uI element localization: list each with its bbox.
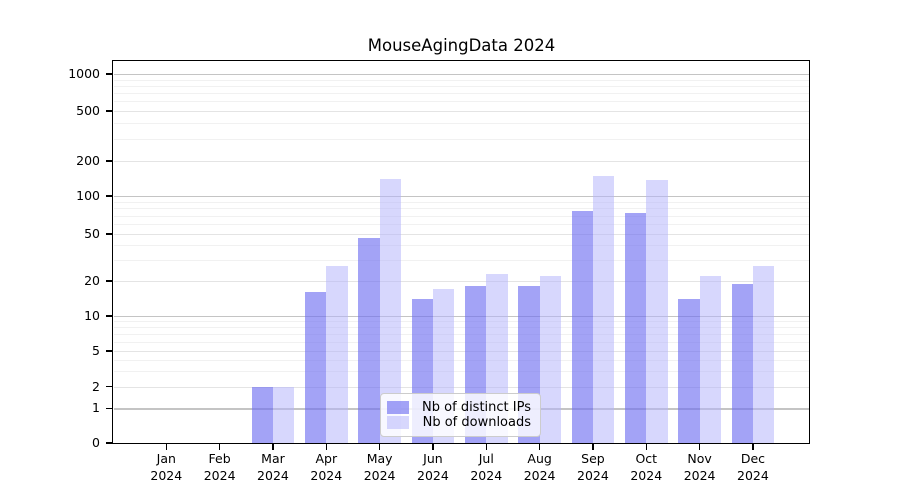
bar-distinct-ips xyxy=(571,211,593,443)
bar-distinct-ips xyxy=(304,292,327,443)
x-tick xyxy=(378,444,381,450)
gridline-minor xyxy=(114,215,809,217)
gridline-mid xyxy=(114,234,809,235)
x-tick-label: Apr 2024 xyxy=(310,451,343,483)
y-tick xyxy=(106,73,113,75)
gridline-minor xyxy=(114,321,809,323)
x-tick xyxy=(272,444,274,450)
legend-swatch-downloads xyxy=(387,416,409,429)
y-tick-label: 10 xyxy=(84,308,100,323)
gridline-minor xyxy=(114,370,809,372)
legend-label-downloads: Nb of downloads xyxy=(422,415,531,430)
bar-downloads xyxy=(592,176,615,443)
gridline-minor xyxy=(114,123,809,125)
x-tick-label: Feb 2024 xyxy=(203,451,236,483)
bar-distinct-ips xyxy=(624,212,647,443)
bar-downloads xyxy=(326,265,348,443)
y-tick xyxy=(106,110,113,112)
bar-distinct-ips xyxy=(731,283,753,443)
gridline-minor xyxy=(114,359,809,361)
x-tick xyxy=(325,444,328,450)
bar-downloads xyxy=(539,276,561,443)
legend-entry-distinct-ips: Nb of distinct IPs xyxy=(387,400,531,415)
legend: Nb of distinct IPs Nb of downloads xyxy=(380,393,541,437)
y-tick-label: 500 xyxy=(76,103,100,118)
y-tick-label: 5 xyxy=(92,343,100,358)
chart-title: MouseAgingData 2024 xyxy=(367,36,556,55)
y-tick xyxy=(106,442,113,444)
gridline-minor xyxy=(114,79,809,81)
y-tick-label: 1 xyxy=(92,400,100,416)
y-tick xyxy=(106,280,113,282)
gridline-minor xyxy=(114,201,809,203)
y-tick-label: 50 xyxy=(84,226,100,241)
gridline-mid xyxy=(114,111,809,112)
x-tick-label: Jun 2024 xyxy=(417,451,449,483)
legend-entry-downloads: Nb of downloads xyxy=(387,415,531,430)
x-tick xyxy=(218,444,221,450)
bar-distinct-ips xyxy=(678,299,700,443)
legend-swatch-distinct-ips xyxy=(387,401,409,414)
x-tick-label: May 2024 xyxy=(363,451,396,483)
gridline-minor xyxy=(114,138,809,140)
y-tick-label: 2 xyxy=(92,378,100,394)
gridline-minor xyxy=(114,208,809,210)
x-tick-label: Oct 2024 xyxy=(630,451,663,483)
x-tick-label: Mar 2024 xyxy=(257,451,289,483)
x-tick xyxy=(752,444,754,450)
x-tick xyxy=(432,444,434,450)
gridline-major xyxy=(114,74,809,76)
bar-distinct-ips xyxy=(251,386,273,443)
gridline-major xyxy=(114,316,809,318)
x-tick xyxy=(538,444,541,450)
bar-downloads xyxy=(646,179,668,443)
bar-downloads xyxy=(379,179,401,443)
gridline-minor xyxy=(114,93,809,95)
x-tick xyxy=(165,444,168,450)
bar-downloads xyxy=(752,265,775,443)
x-tick-label: Sep 2024 xyxy=(577,451,609,483)
x-tick-label: Jan 2024 xyxy=(150,451,183,483)
gridline-minor xyxy=(114,334,809,335)
x-tick-label: Aug 2024 xyxy=(523,451,556,483)
x-tick xyxy=(698,444,701,450)
y-tick xyxy=(106,160,113,162)
gridline-mid xyxy=(114,386,809,388)
x-tick xyxy=(485,444,488,450)
gridline-mid xyxy=(114,161,809,162)
x-tick-label: Dec 2024 xyxy=(737,451,769,483)
x-tick xyxy=(645,444,648,450)
y-tick xyxy=(106,315,113,317)
gridline-mid xyxy=(114,351,809,352)
gridline-minor xyxy=(114,101,809,103)
gridline-minor xyxy=(114,327,809,329)
y-tick-label: 200 xyxy=(76,153,100,168)
gridline-minor xyxy=(114,260,809,262)
y-tick xyxy=(106,385,113,388)
y-tick-label: 0 xyxy=(92,435,100,450)
y-tick-label: 100 xyxy=(76,188,100,203)
y-tick xyxy=(106,195,113,197)
gridline-minor xyxy=(114,85,809,87)
y-tick xyxy=(106,233,113,235)
gridline-minor xyxy=(114,341,809,343)
y-tick-label: 1000 xyxy=(68,66,100,81)
y-tick xyxy=(106,407,113,410)
y-tick xyxy=(106,350,113,352)
gridline-minor xyxy=(114,245,809,247)
bar-downloads xyxy=(272,386,295,443)
x-tick-label: Nov 2024 xyxy=(683,451,716,483)
bar-distinct-ips xyxy=(358,238,380,443)
y-tick-label: 20 xyxy=(84,273,100,288)
x-tick-label: Jul 2024 xyxy=(470,451,503,483)
gridline-minor xyxy=(114,224,809,225)
bar-downloads xyxy=(699,276,721,443)
x-tick xyxy=(592,444,594,450)
gridline-major xyxy=(114,196,809,198)
gridline-mid xyxy=(114,281,809,282)
legend-label-distinct-ips: Nb of distinct IPs xyxy=(422,400,531,415)
